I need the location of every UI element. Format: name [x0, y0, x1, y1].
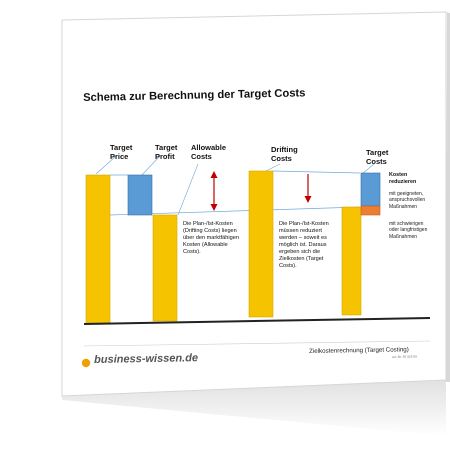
label-drifting-costs: Drifting Costs — [271, 145, 298, 163]
side-orange-text: mit schwierigen oder langfristigen Maßna… — [389, 221, 428, 240]
leader-target-profit — [139, 155, 161, 178]
bar-reduction-orange — [360, 205, 381, 216]
guide-line-drifting — [272, 170, 361, 174]
label-target-profit: Target Profit — [155, 143, 178, 161]
footer-brand: business-wissen.de — [94, 352, 199, 366]
label-allowable-costs: Allowable Costs — [191, 143, 227, 161]
leader-allowable — [177, 163, 199, 216]
brand-dot-icon — [81, 358, 91, 368]
bar-reduction-blue — [360, 172, 381, 207]
bar-target-price — [85, 174, 111, 324]
side-blue-text: mit geeigneten, anspruchsvollen Maßnahme… — [389, 191, 426, 210]
note-allowable: Die Plan-/Ist-Kosten (Drifting Costs) li… — [183, 221, 239, 255]
label-target-costs: Target Costs — [366, 148, 389, 166]
note-drifting: Die Plan-/Ist-Kosten müssen reduziert we… — [279, 221, 329, 269]
bar-allowable-costs — [152, 214, 178, 322]
footer-ref: art.-Nr. 56 018 09 — [391, 354, 417, 359]
bar-target-profit — [127, 174, 153, 216]
down-arrow-drifting — [304, 174, 312, 203]
leader-target-costs — [361, 163, 375, 175]
page-reflection — [62, 380, 446, 436]
label-target-price: Target Price — [110, 143, 133, 161]
baseline — [83, 317, 431, 325]
double-arrow-allowable — [210, 171, 218, 211]
leader-target-price — [95, 155, 117, 175]
footer-divider — [83, 340, 431, 347]
page-edge-shadow — [446, 12, 450, 382]
side-heading: Kosten reduzieren — [389, 172, 417, 185]
bar-target-costs — [341, 206, 362, 316]
bar-drifting-costs — [248, 170, 274, 318]
